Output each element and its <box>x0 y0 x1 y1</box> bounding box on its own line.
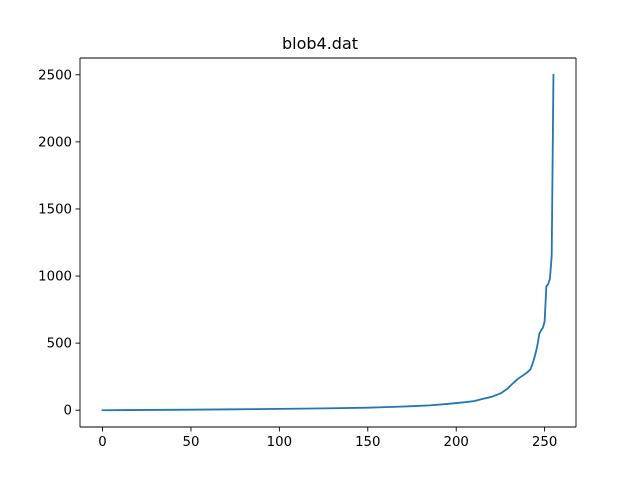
y-tick-label-2000: 2000 <box>38 135 72 150</box>
x-tick-label-0: 0 <box>98 435 106 450</box>
x-tick-label-50: 50 <box>182 435 199 450</box>
y-tick-label-500: 500 <box>47 337 72 352</box>
y-tick-label-1000: 1000 <box>38 270 72 285</box>
y-tick-label-0: 0 <box>64 404 72 419</box>
y-tick-label-1500: 1500 <box>38 202 72 217</box>
x-tick-label-250: 250 <box>532 435 557 450</box>
x-tick-label-200: 200 <box>444 435 469 450</box>
y-tick-label-2500: 2500 <box>38 68 72 83</box>
x-tick-label-150: 150 <box>355 435 380 450</box>
series-line-1 <box>101 73 555 412</box>
x-tick-label-100: 100 <box>267 435 292 450</box>
chart-title: blob4.dat <box>282 34 358 53</box>
